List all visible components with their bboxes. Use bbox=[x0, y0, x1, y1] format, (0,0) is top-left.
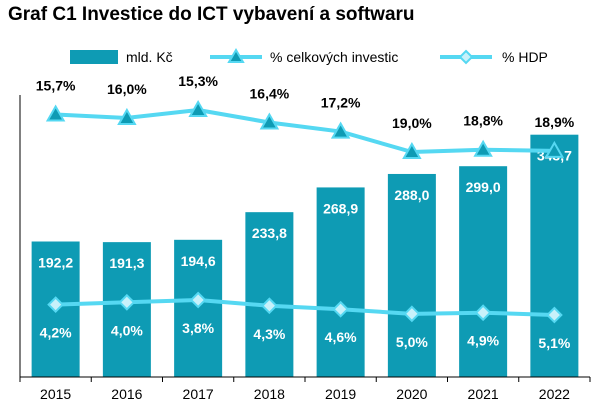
investic-label-2016: 16,0% bbox=[107, 81, 147, 97]
legend-label-investic: % celkových investic bbox=[270, 49, 398, 65]
triangle-marker-2019 bbox=[330, 121, 351, 139]
investic-label-2018: 16,4% bbox=[250, 85, 290, 101]
diamond-marker-2016 bbox=[118, 293, 136, 311]
investic-label-2020: 19,0% bbox=[392, 115, 432, 131]
bar-label-2017: 194,6 bbox=[181, 253, 216, 269]
diamond-marker-2018 bbox=[260, 297, 278, 315]
legend-triangle-icon bbox=[227, 48, 245, 63]
investic-label-2015: 15,7% bbox=[36, 78, 76, 94]
diamond-marker-2019 bbox=[332, 300, 350, 318]
triangle-marker-2016 bbox=[117, 107, 137, 125]
x-tick-label-2022: 2022 bbox=[539, 386, 570, 402]
x-tick-label-2019: 2019 bbox=[325, 386, 356, 402]
bar-label-2020: 288,0 bbox=[394, 187, 429, 203]
hdp-label-2019: 4,6% bbox=[325, 329, 357, 345]
bar-label-2016: 191,3 bbox=[109, 255, 144, 271]
hdp-label-2022: 5,1% bbox=[538, 335, 570, 351]
x-tick-label-2016: 2016 bbox=[111, 386, 142, 402]
triangle-marker-2018 bbox=[259, 112, 280, 130]
investic-label-2017: 15,3% bbox=[178, 73, 218, 89]
hdp-label-2015: 4,2% bbox=[40, 325, 72, 341]
x-tick-label-2015: 2015 bbox=[40, 386, 71, 402]
bar-label-2021: 299,0 bbox=[466, 179, 501, 195]
bar-2022 bbox=[530, 134, 579, 377]
bar-2019 bbox=[316, 187, 365, 377]
triangle-marker-2020 bbox=[402, 141, 422, 159]
hdp-label-2018: 4,3% bbox=[253, 326, 285, 342]
legend: mld. Kč % celkových investic % HDP bbox=[70, 48, 548, 65]
line-celkovych-investic bbox=[55, 108, 555, 154]
bar-label-2015: 192,2 bbox=[38, 254, 73, 270]
triangle-marker-2022 bbox=[544, 140, 565, 158]
hdp-label-2016: 4,0% bbox=[111, 322, 143, 338]
diamond-marker-2015 bbox=[47, 296, 65, 314]
legend-label-bar: mld. Kč bbox=[126, 49, 173, 65]
x-tick-label-2017: 2017 bbox=[183, 386, 214, 402]
bar-2018 bbox=[245, 212, 294, 377]
chart-title: Graf C1 Investice do ICT vybavení a soft… bbox=[8, 4, 415, 25]
diamond-marker-2017 bbox=[189, 291, 207, 309]
bar-label-2018: 233,8 bbox=[252, 225, 287, 241]
diamond-marker-2020 bbox=[403, 305, 421, 323]
legend-diamond-icon bbox=[458, 49, 474, 65]
triangle-marker-2015 bbox=[45, 104, 66, 122]
bar-2020 bbox=[387, 173, 436, 377]
hdp-label-2020: 5,0% bbox=[396, 334, 428, 350]
bar-2021 bbox=[459, 166, 508, 377]
investic-label-2022: 18,9% bbox=[535, 114, 575, 130]
triangle-marker-2017 bbox=[188, 99, 208, 117]
hdp-label-2021: 4,9% bbox=[467, 333, 499, 349]
investic-label-2019: 17,2% bbox=[321, 95, 361, 111]
investic-label-2021: 18,8% bbox=[463, 113, 503, 129]
diamond-marker-2022 bbox=[545, 306, 563, 324]
line-hdp bbox=[55, 298, 555, 317]
bar-label-2019: 268,9 bbox=[323, 200, 358, 216]
hdp-label-2017: 3,8% bbox=[182, 320, 214, 336]
x-tick-label-2021: 2021 bbox=[468, 386, 499, 402]
diamond-marker-2021 bbox=[474, 304, 492, 322]
x-tick-label-2018: 2018 bbox=[254, 386, 285, 402]
x-tick-label-2020: 2020 bbox=[396, 386, 427, 402]
triangle-marker-2021 bbox=[473, 139, 493, 157]
legend-swatch-bar bbox=[70, 50, 118, 64]
plot-area: 2015 2016 2017 2018 2019 2020 2021 2022 192,2 191… bbox=[19, 73, 591, 402]
legend-label-hdp: % HDP bbox=[502, 49, 548, 65]
